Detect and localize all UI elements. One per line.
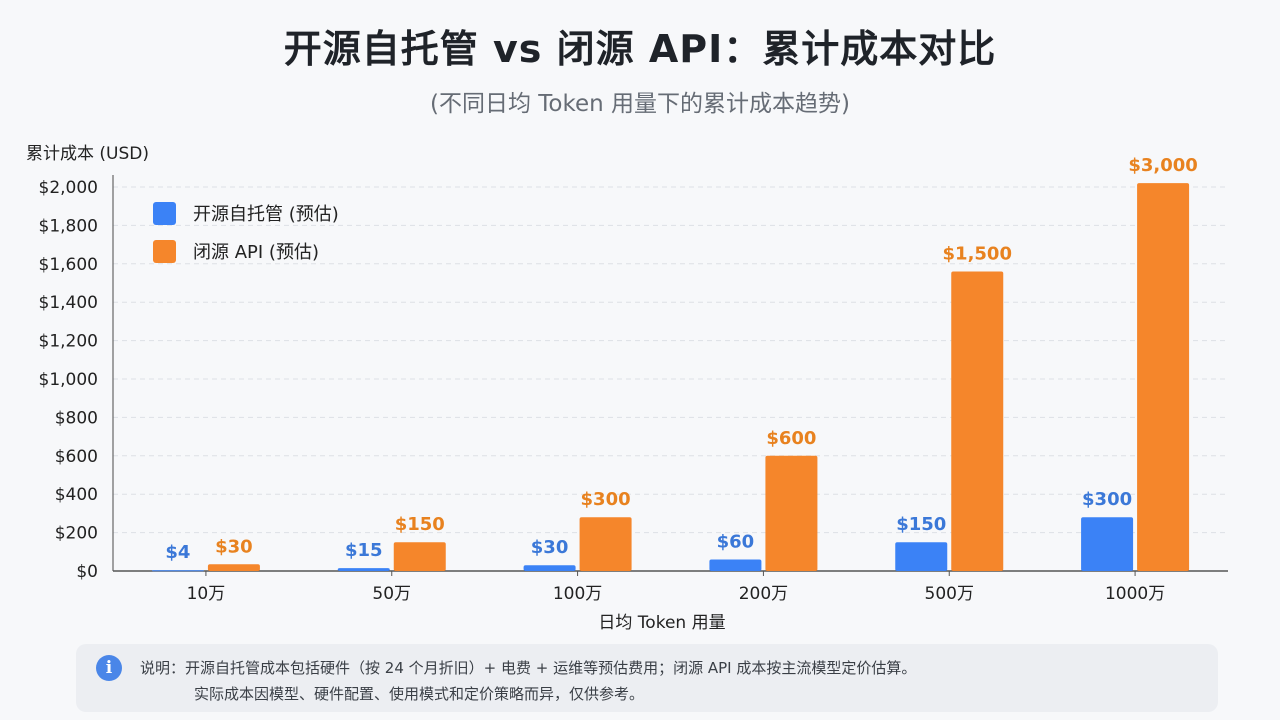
bar-api bbox=[579, 517, 632, 571]
y-tick-label: $0 bbox=[76, 562, 98, 582]
info-icon: i bbox=[96, 655, 122, 681]
bar-api bbox=[951, 271, 1004, 571]
x-axis-label: 日均 Token 用量 bbox=[598, 613, 725, 633]
data-label: $15 bbox=[345, 540, 383, 561]
data-label: $600 bbox=[766, 428, 816, 449]
bar-api bbox=[393, 542, 446, 571]
x-tick-label: 50万 bbox=[372, 584, 411, 604]
y-tick-label: $2,000 bbox=[39, 178, 98, 198]
y-tick-label: $600 bbox=[55, 447, 98, 467]
chart-title: 开源自托管 vs 闭源 API：累计成本对比 bbox=[283, 27, 997, 71]
bar-chart: $0 $200 $400 $600 $800 $1,000 $1,200 $1,400 $1,6… bbox=[26, 144, 1228, 633]
note-line-1: 说明：开源自托管成本包括硬件（按 24 个月折旧）+ 电费 + 运维等预估费用；… bbox=[140, 659, 917, 677]
bar-self-hosted bbox=[151, 570, 204, 572]
bar-self-hosted bbox=[337, 568, 390, 571]
note-box: i 说明：开源自托管成本包括硬件（按 24 个月折旧）+ 电费 + 运维等预估费… bbox=[76, 644, 1218, 712]
data-label: $300 bbox=[581, 489, 631, 510]
y-tick-label: $1,600 bbox=[39, 255, 98, 275]
bar-api bbox=[207, 564, 260, 571]
data-label: $300 bbox=[1082, 489, 1132, 510]
x-tick-label: 500万 bbox=[925, 584, 974, 604]
x-tick-label: 10万 bbox=[187, 584, 226, 604]
y-axis-label: 累计成本 (USD) bbox=[26, 144, 149, 164]
legend-label: 开源自托管 (预估) bbox=[193, 204, 339, 225]
y-tick-label: $800 bbox=[55, 408, 98, 428]
data-label: $4 bbox=[165, 542, 190, 563]
data-label: $3,000 bbox=[1128, 155, 1197, 176]
y-tick-label: $400 bbox=[55, 485, 98, 505]
legend-swatch bbox=[153, 240, 176, 263]
data-label: $1,500 bbox=[943, 243, 1012, 264]
data-label: $30 bbox=[215, 536, 253, 557]
bar-self-hosted bbox=[709, 559, 762, 571]
x-tick-label: 1000万 bbox=[1105, 584, 1165, 604]
y-tick-label: $1,400 bbox=[39, 293, 98, 313]
data-label: $150 bbox=[395, 514, 445, 535]
y-tick-label: $200 bbox=[55, 524, 98, 544]
data-label: $30 bbox=[531, 537, 569, 558]
bar-api bbox=[1137, 183, 1190, 571]
x-tick-label: 100万 bbox=[553, 584, 602, 604]
bar-api bbox=[765, 455, 818, 571]
legend-label: 闭源 API (预估) bbox=[193, 242, 319, 263]
data-label: $60 bbox=[717, 531, 755, 552]
legend-swatch bbox=[153, 202, 176, 225]
x-tick-label: 200万 bbox=[739, 584, 788, 604]
note-line-2: 实际成本因模型、硬件配置、使用模式和定价策略而异，仅供参考。 bbox=[194, 685, 645, 703]
bar-self-hosted bbox=[1081, 517, 1134, 571]
data-label: $150 bbox=[896, 514, 946, 535]
y-tick-label: $1,200 bbox=[39, 332, 98, 352]
y-tick-label: $1,800 bbox=[39, 216, 98, 236]
bar-self-hosted bbox=[895, 542, 948, 571]
y-tick-label: $1,000 bbox=[39, 370, 98, 390]
bar-self-hosted bbox=[523, 565, 576, 571]
chart-subtitle: (不同日均 Token 用量下的累计成本趋势) bbox=[429, 91, 850, 117]
